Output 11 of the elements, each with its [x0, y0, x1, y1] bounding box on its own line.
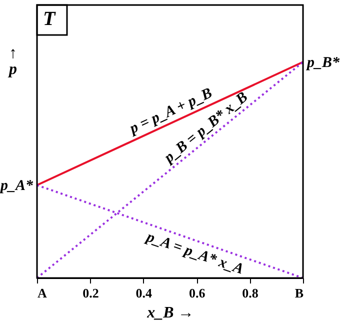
x-axis-title: x_B → — [146, 304, 194, 322]
x-tick-label: 0.4 — [136, 286, 153, 300]
text: T — [43, 8, 56, 30]
x-tick-label: 0.8 — [242, 286, 259, 300]
x-tick-label: A — [38, 286, 48, 300]
x-tick-label: 0.6 — [188, 286, 206, 300]
annotation: p_A = p_A* x_A — [142, 228, 246, 278]
x-tick-label: 0.2 — [82, 286, 99, 300]
y-axis-title: ↑ p — [7, 45, 17, 78]
annotation: p_B* — [305, 55, 340, 71]
x-tick-label: B — [294, 286, 304, 300]
